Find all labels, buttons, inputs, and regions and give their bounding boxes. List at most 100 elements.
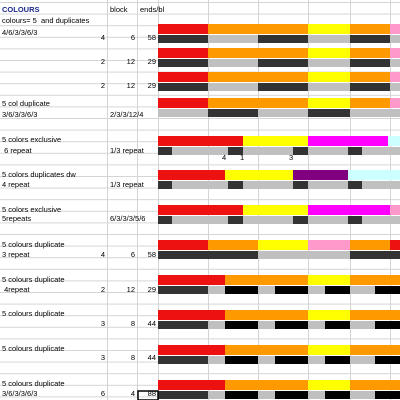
color-segment xyxy=(208,72,308,82)
color-segment xyxy=(375,286,400,294)
color-segment xyxy=(390,98,400,108)
color-segment xyxy=(350,240,390,250)
color-segment xyxy=(390,48,400,58)
color-segment xyxy=(348,181,362,189)
color-segment xyxy=(350,72,390,82)
color-segment xyxy=(350,286,375,294)
color-segment xyxy=(258,59,308,67)
color-segment xyxy=(158,356,208,364)
block: 1/3 repeat xyxy=(110,180,145,189)
color-segment xyxy=(258,321,275,329)
block: 8 xyxy=(131,319,135,328)
color-segment xyxy=(258,286,275,294)
color-segment xyxy=(275,356,308,364)
color-segment xyxy=(228,181,243,189)
color-segment xyxy=(208,391,225,399)
block: 4 xyxy=(131,389,135,398)
color-segment xyxy=(350,59,390,67)
color-segment xyxy=(158,35,208,43)
color-segment xyxy=(158,345,225,355)
color-segment xyxy=(243,147,293,155)
color-segment xyxy=(225,356,258,364)
color-segment xyxy=(350,391,375,399)
color-segment xyxy=(243,216,293,224)
ends: 58 xyxy=(148,250,156,259)
group-title: 5 colors duplicates dw xyxy=(2,170,76,179)
color-segment xyxy=(362,147,400,155)
color-segment xyxy=(158,170,225,180)
color-segment xyxy=(158,98,208,108)
count: 2 xyxy=(101,57,105,66)
color-segment xyxy=(228,147,243,155)
marker: 4 xyxy=(222,153,226,162)
color-segment xyxy=(158,380,225,390)
color-segment xyxy=(308,147,348,155)
color-segment xyxy=(208,286,225,294)
block: 12 xyxy=(127,285,135,294)
color-segment xyxy=(225,321,258,329)
selected-cell[interactable] xyxy=(137,390,159,400)
color-segment xyxy=(350,83,390,91)
color-segment xyxy=(208,83,258,91)
color-segment xyxy=(275,321,308,329)
color-segment xyxy=(158,310,225,320)
color-segment xyxy=(362,216,400,224)
subtitle: colours= 5 and duplicates xyxy=(2,16,90,25)
block: 6/3/3/3/5/6 xyxy=(110,214,145,223)
color-segment xyxy=(208,59,258,67)
color-segment xyxy=(158,286,208,294)
color-segment xyxy=(308,48,350,58)
color-segment xyxy=(350,356,375,364)
color-segment xyxy=(325,321,350,329)
color-segment xyxy=(308,391,325,399)
note: 3 repeat xyxy=(2,250,30,259)
color-segment xyxy=(258,83,308,91)
ends: 44 xyxy=(148,353,156,362)
color-segment xyxy=(158,24,208,34)
color-segment xyxy=(308,98,350,108)
color-segment xyxy=(350,275,400,285)
group-title: 5 colours duplicate xyxy=(2,344,65,353)
color-segment xyxy=(225,170,293,180)
color-segment xyxy=(258,35,308,43)
color-segment xyxy=(390,240,400,250)
color-segment xyxy=(208,356,225,364)
column-header: block xyxy=(110,5,128,14)
ends: 29 xyxy=(148,285,156,294)
color-segment xyxy=(158,240,208,250)
color-segment xyxy=(228,216,243,224)
ends: 88 xyxy=(148,389,156,398)
color-segment xyxy=(390,72,400,82)
ends: 29 xyxy=(148,57,156,66)
color-segment xyxy=(275,286,308,294)
color-segment xyxy=(208,98,308,108)
color-segment xyxy=(350,24,390,34)
color-segment xyxy=(308,356,325,364)
color-segment xyxy=(158,136,243,146)
color-segment xyxy=(308,72,350,82)
group-title: 5 colours duplicate xyxy=(2,309,65,318)
color-segment xyxy=(208,109,258,117)
color-segment xyxy=(208,24,308,34)
color-segment xyxy=(350,310,400,320)
color-segment xyxy=(388,136,400,146)
color-segment xyxy=(308,310,350,320)
color-segment xyxy=(158,205,243,215)
block: 6 xyxy=(131,33,135,42)
group-title: 5 colors exclusive xyxy=(2,205,61,214)
block: 12 xyxy=(127,57,135,66)
color-segment xyxy=(348,216,362,224)
color-segment xyxy=(293,181,308,189)
block: 1/3 repeat xyxy=(110,146,145,155)
color-segment xyxy=(258,251,350,259)
color-segment xyxy=(258,240,308,250)
color-segment xyxy=(243,181,293,189)
color-segment xyxy=(172,181,228,189)
color-segment xyxy=(225,380,308,390)
color-segment xyxy=(208,35,258,43)
group-title: 5 colours duplicate xyxy=(2,275,65,284)
color-segment xyxy=(350,380,400,390)
color-segment xyxy=(308,240,350,250)
color-segment xyxy=(348,147,362,155)
color-segment xyxy=(350,98,390,108)
